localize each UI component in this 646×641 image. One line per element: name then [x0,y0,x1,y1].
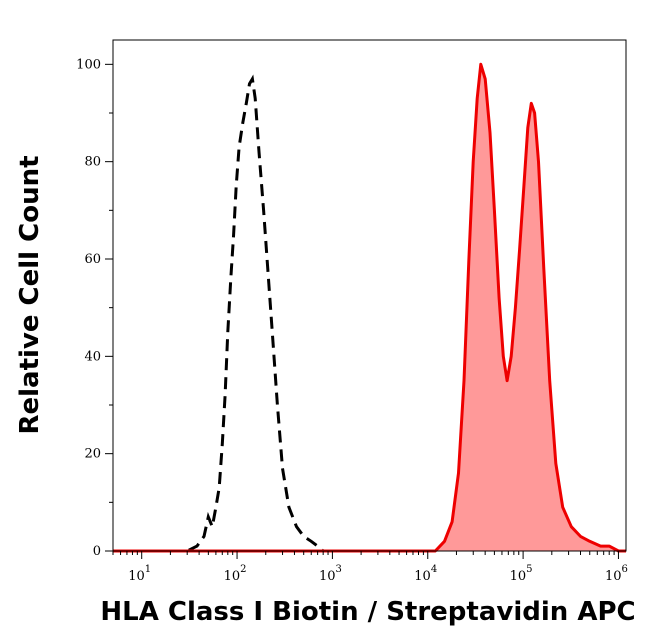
y-axis: 0 20 40 60 80 100 [76,57,113,559]
series-1-line [113,62,626,553]
x-tick-label: 106 [605,564,628,584]
plot-area [113,62,626,553]
x-tick-label: 105 [510,564,533,584]
x-tick-label: 102 [224,564,247,584]
y-tick-label: 0 [93,544,101,559]
plot-frame [112,39,627,552]
y-tick-label: 60 [84,252,101,267]
y-tick-label: 40 [84,349,101,364]
y-axis-title: Relative Cell Count [15,155,45,434]
x-axis-title: HLA Class I Biotin / Streptavidin APC [100,597,635,627]
series-0-line [113,74,325,553]
y-tick-label: 20 [84,447,101,462]
x-tick-label: 104 [414,564,437,584]
x-tick-label: 103 [319,564,342,584]
y-tick-label: 100 [76,57,101,72]
x-axis: 101 102 103 104 105 106 [112,551,628,584]
series-1-area [113,64,626,552]
y-tick-label: 80 [84,155,101,170]
x-tick-label: 101 [128,564,151,584]
